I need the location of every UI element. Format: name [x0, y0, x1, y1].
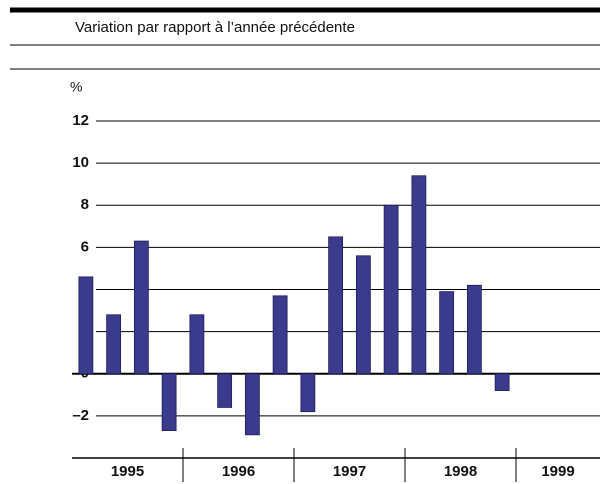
y-tick-label: 8 [81, 196, 89, 213]
x-tick-label: 1999 [541, 463, 574, 480]
bar [78, 276, 94, 375]
bar [272, 295, 288, 375]
x-tick-label: 1995 [111, 463, 144, 480]
bar [466, 284, 482, 375]
bar [383, 204, 399, 375]
bar [328, 236, 344, 375]
bar [300, 373, 316, 413]
bar [411, 175, 427, 375]
x-tick-label: 1997 [333, 463, 366, 480]
bar [106, 314, 122, 375]
bar [355, 255, 371, 375]
bar [494, 373, 510, 392]
bar [189, 314, 205, 375]
bar [217, 373, 233, 408]
y-tick-label: 12 [72, 112, 89, 129]
y-unit: % [70, 79, 82, 95]
bar [244, 373, 260, 436]
bar [439, 291, 455, 375]
chart-subtitle: Variation par rapport à l’année précéden… [75, 19, 355, 36]
bar [133, 240, 149, 375]
x-tick-label: 1998 [444, 463, 477, 480]
y-tick-label: 6 [81, 238, 89, 255]
y-tick-label: –2 [72, 407, 89, 424]
y-tick-label: 10 [72, 154, 89, 171]
x-tick-label: 1996 [222, 463, 255, 480]
bar [161, 373, 177, 432]
